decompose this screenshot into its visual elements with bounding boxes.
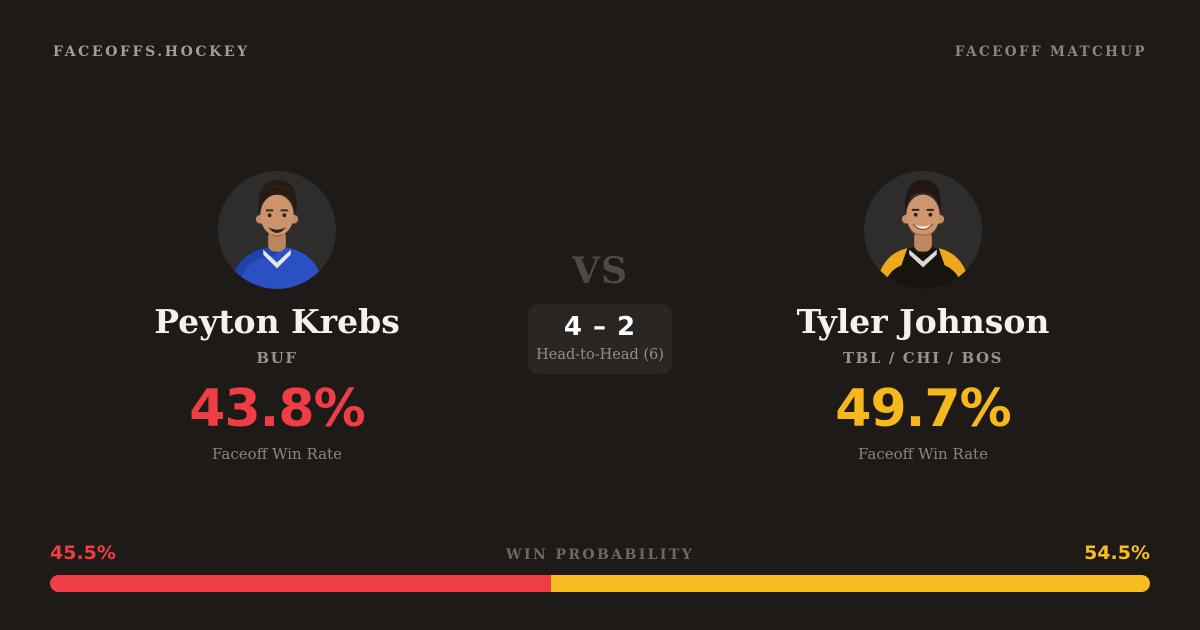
player-avatar-left xyxy=(218,171,336,289)
rate-label-right: Faceoff Win Rate xyxy=(858,445,988,464)
player-name-left: Peyton Krebs xyxy=(154,302,400,341)
brand-text: FACEOFFS.HOCKEY xyxy=(53,44,250,60)
win-bar-right-segment xyxy=(550,575,1150,592)
matchup-center: VS 4 – 2 Head-to-Head (6) xyxy=(504,171,696,463)
player-teams-right: TBL / CHI / BOS xyxy=(842,349,1004,368)
win-probability-title: WIN PROBABILITY xyxy=(505,547,695,563)
win-probability-bar xyxy=(50,575,1150,592)
matchup-page-label: FACEOFF MATCHUP xyxy=(954,44,1147,60)
vs-label: VS xyxy=(572,250,628,292)
player-teams-left: BUF xyxy=(256,349,298,368)
win-prob-left-value: 45.5% xyxy=(50,542,116,564)
win-prob-right-value: 54.5% xyxy=(1084,542,1150,564)
player-card-left: Peyton Krebs BUF 43.8% Faceoff Win Rate xyxy=(50,171,504,463)
win-probability-labels: 45.5% WIN PROBABILITY 54.5% xyxy=(50,542,1150,564)
head-to-head-label: Head-to-Head (6) xyxy=(536,347,664,363)
head-to-head-box: 4 – 2 Head-to-Head (6) xyxy=(528,304,672,374)
player-headshot-left-image xyxy=(218,171,336,289)
player-card-right: Tyler Johnson TBL / CHI / BOS 49.7% Face… xyxy=(696,171,1150,463)
player-name-right: Tyler Johnson xyxy=(796,302,1050,341)
faceoff-win-rate-right: 49.7% xyxy=(835,379,1011,440)
player-avatar-right xyxy=(864,171,982,289)
win-bar-left-segment xyxy=(50,575,551,592)
head-to-head-score: 4 – 2 xyxy=(563,312,637,342)
rate-label-left: Faceoff Win Rate xyxy=(212,445,342,464)
player-headshot-right-image xyxy=(864,171,982,289)
matchup-row: Peyton Krebs BUF 43.8% Faceoff Win Rate … xyxy=(50,171,1150,463)
win-probability-section: 45.5% WIN PROBABILITY 54.5% xyxy=(50,542,1150,592)
header: FACEOFFS.HOCKEY FACEOFF MATCHUP xyxy=(53,44,1147,60)
faceoff-win-rate-left: 43.8% xyxy=(189,379,365,440)
